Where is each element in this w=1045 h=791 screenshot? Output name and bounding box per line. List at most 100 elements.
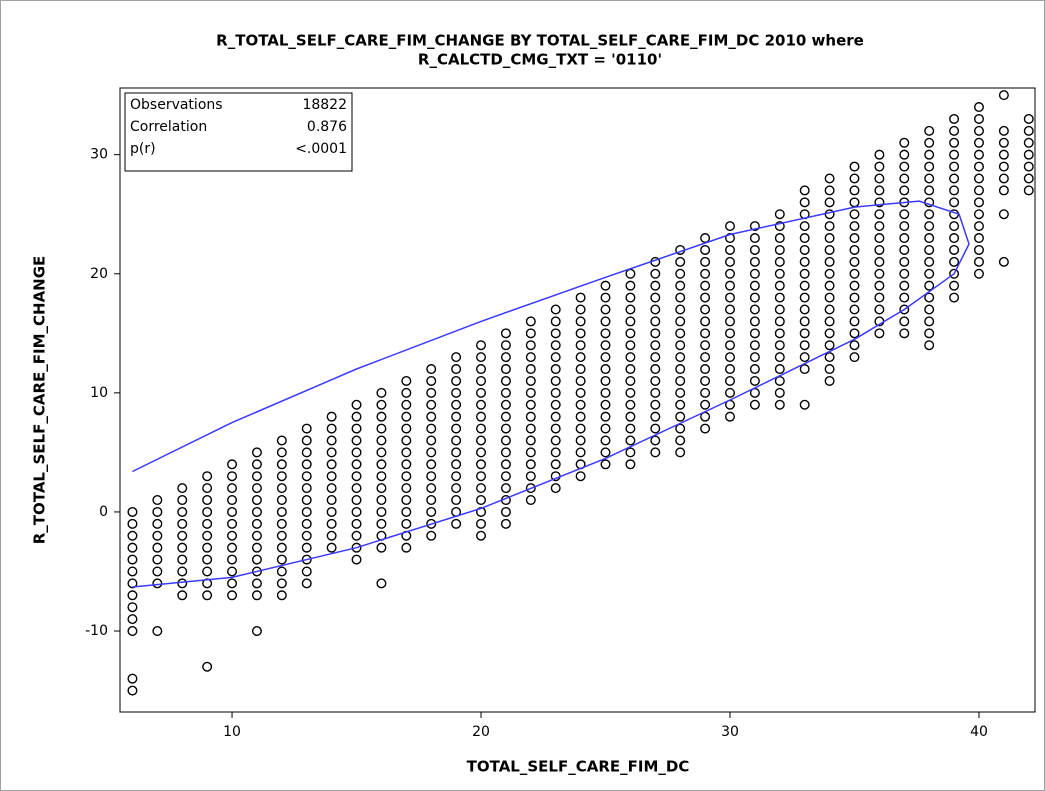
- point: [675, 399, 686, 410]
- point: [650, 375, 661, 386]
- inset-box: [124, 92, 353, 172]
- point: [575, 411, 586, 422]
- point: [550, 340, 561, 351]
- point: [973, 137, 984, 148]
- point: [575, 471, 586, 482]
- point: [476, 483, 487, 494]
- point: [500, 518, 511, 529]
- point: [500, 435, 511, 446]
- point: [401, 495, 412, 506]
- point: [525, 471, 536, 482]
- point: [227, 590, 238, 601]
- point: [451, 518, 462, 529]
- point: [774, 268, 785, 279]
- point: [675, 256, 686, 267]
- point: [152, 530, 163, 541]
- point: [301, 471, 312, 482]
- point: [749, 352, 760, 363]
- point: [600, 435, 611, 446]
- point: [625, 411, 636, 422]
- point: [774, 375, 785, 386]
- point: [774, 221, 785, 232]
- point: [998, 149, 1009, 160]
- point: [700, 316, 711, 327]
- point: [227, 506, 238, 517]
- point: [973, 209, 984, 220]
- point: [227, 554, 238, 565]
- point: [500, 411, 511, 422]
- point: [725, 352, 736, 363]
- point: [451, 387, 462, 398]
- point: [500, 387, 511, 398]
- point: [426, 411, 437, 422]
- point: [799, 197, 810, 208]
- point: [376, 471, 387, 482]
- point: [476, 375, 487, 386]
- point: [550, 399, 561, 410]
- point: [177, 542, 188, 553]
- point: [899, 292, 910, 303]
- point: [824, 244, 835, 255]
- point: [251, 578, 262, 589]
- point: [749, 304, 760, 315]
- point: [301, 578, 312, 589]
- point: [924, 137, 935, 148]
- point: [625, 352, 636, 363]
- point: [376, 459, 387, 470]
- point: [650, 280, 661, 291]
- point: [749, 364, 760, 375]
- point: [525, 483, 536, 494]
- point: [949, 197, 960, 208]
- point: [600, 447, 611, 458]
- point: [949, 292, 960, 303]
- point: [525, 399, 536, 410]
- point: [749, 316, 760, 327]
- point: [276, 530, 287, 541]
- point: [824, 197, 835, 208]
- point: [550, 483, 561, 494]
- point: [227, 530, 238, 541]
- point: [774, 280, 785, 291]
- point: [675, 364, 686, 375]
- point: [998, 256, 1009, 267]
- point: [799, 268, 810, 279]
- point: [376, 387, 387, 398]
- point: [874, 209, 885, 220]
- point: [725, 268, 736, 279]
- point: [525, 340, 536, 351]
- point: [575, 387, 586, 398]
- point: [276, 483, 287, 494]
- point: [426, 364, 437, 375]
- point: [998, 90, 1009, 101]
- point: [276, 495, 287, 506]
- point: [675, 423, 686, 434]
- point: [874, 161, 885, 172]
- point: [575, 447, 586, 458]
- point: [973, 102, 984, 113]
- point: [899, 161, 910, 172]
- point: [476, 423, 487, 434]
- point: [874, 268, 885, 279]
- point: [476, 387, 487, 398]
- point: [675, 292, 686, 303]
- point: [202, 566, 213, 577]
- point: [749, 268, 760, 279]
- point: [849, 161, 860, 172]
- point: [351, 542, 362, 553]
- point: [525, 495, 536, 506]
- point: [899, 185, 910, 196]
- point: [973, 197, 984, 208]
- point: [874, 280, 885, 291]
- point: [874, 149, 885, 160]
- point: [700, 352, 711, 363]
- point: [650, 340, 661, 351]
- point: [1023, 161, 1034, 172]
- point: [600, 364, 611, 375]
- point: [998, 209, 1009, 220]
- point: [227, 471, 238, 482]
- point: [251, 483, 262, 494]
- point: [500, 483, 511, 494]
- point: [426, 399, 437, 410]
- point: [202, 518, 213, 529]
- point: [401, 411, 412, 422]
